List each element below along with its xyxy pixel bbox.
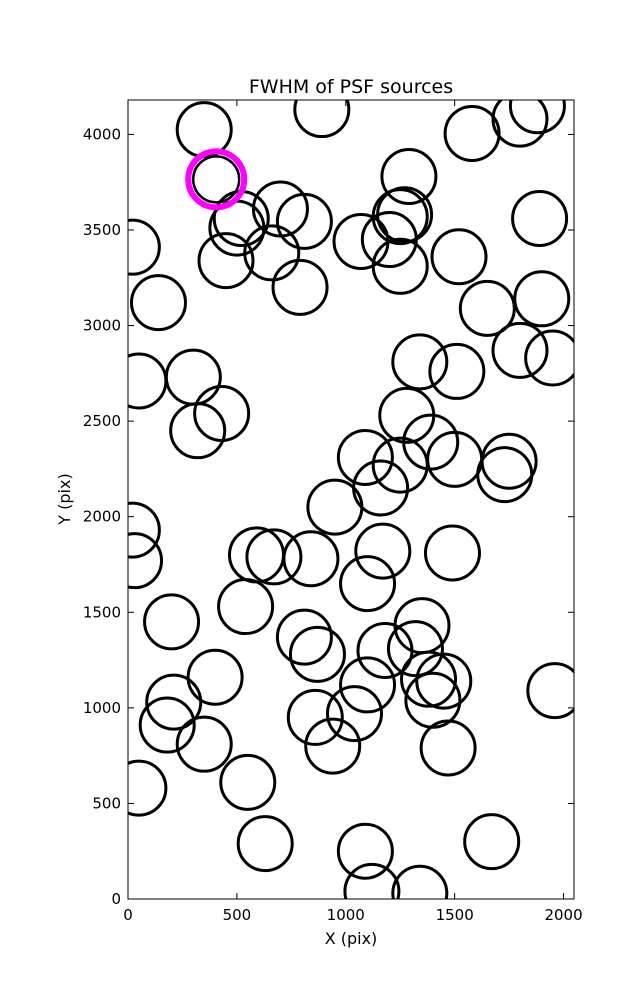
- y-tick-label: 1500: [83, 603, 121, 621]
- source-circle: [419, 719, 477, 777]
- y-axis: 0 500 1000 1500 2000 2500 3000 3500 4000: [83, 125, 574, 908]
- source-circle: [336, 822, 394, 880]
- source-circle: [128, 218, 161, 276]
- source-circle: [219, 753, 277, 811]
- y-tick-label: 4000: [83, 125, 121, 143]
- y-tick-label: 1000: [83, 699, 121, 717]
- source-circle: [491, 100, 549, 148]
- source-circle: [463, 813, 521, 871]
- source-circle: [380, 147, 438, 205]
- source-circle: [391, 333, 449, 391]
- source-circle: [339, 656, 397, 714]
- source-circle: [356, 622, 414, 680]
- y-tick-label: 2500: [83, 412, 121, 430]
- plot-frame: [127, 99, 575, 900]
- source-circle: [513, 270, 571, 328]
- source-circle: [243, 224, 301, 282]
- source-circle: [491, 321, 549, 379]
- y-tick-label: 2000: [83, 508, 121, 526]
- source-circle: [476, 446, 534, 504]
- source-circle: [128, 532, 164, 590]
- source-circle: [400, 650, 458, 708]
- source-circle: [186, 648, 244, 706]
- source-circle: [145, 673, 203, 731]
- y-tick-label: 3000: [83, 317, 121, 335]
- source-circle: [236, 815, 294, 873]
- source-circle: [286, 688, 344, 746]
- source-circle: [443, 104, 501, 162]
- source-circle: [458, 279, 516, 337]
- source-circle: [217, 578, 275, 636]
- x-tick-label: 0: [123, 906, 133, 924]
- x-axis: 0 500 1000 1500 2000: [123, 100, 583, 924]
- source-circle: [386, 620, 444, 678]
- source-circle: [169, 402, 227, 460]
- source-circle: [271, 258, 329, 316]
- source-circle: [275, 192, 333, 250]
- x-tick-label: 1500: [436, 906, 474, 924]
- x-axis-label: X (pix): [325, 929, 378, 948]
- highlighted-source-inner-circle: [191, 155, 241, 204]
- source-circle: [138, 696, 196, 754]
- source-circle: [336, 428, 394, 486]
- source-circle: [275, 608, 333, 666]
- source-circle: [325, 685, 383, 743]
- source-circle: [197, 232, 255, 290]
- source-circle: [128, 759, 168, 817]
- source-circle: [304, 717, 362, 775]
- source-circle: [282, 530, 340, 588]
- chart-title: FWHM of PSF sources: [249, 76, 453, 98]
- source-circle: [511, 190, 569, 248]
- x-tick-label: 500: [223, 906, 252, 924]
- source-circle: [524, 329, 574, 387]
- source-circle: [293, 100, 351, 139]
- y-tick-label: 0: [111, 890, 121, 908]
- highlighted-source-circle: [185, 148, 248, 211]
- source-circle: [343, 862, 401, 899]
- source-circle: [415, 652, 473, 710]
- source-circle: [423, 524, 481, 582]
- marker-layer: [128, 100, 574, 899]
- source-circle: [288, 625, 346, 683]
- y-axis-label: Y (pix): [55, 473, 74, 525]
- source-circle: [143, 593, 201, 651]
- source-circle: [354, 522, 412, 580]
- source-circle: [339, 555, 397, 613]
- source-circle: [371, 436, 429, 494]
- source-circle: [129, 274, 187, 332]
- y-tick-label: 500: [92, 794, 121, 812]
- source-circle: [508, 100, 566, 135]
- source-circle: [430, 228, 488, 286]
- source-circle: [245, 528, 303, 586]
- source-circle: [391, 864, 449, 899]
- source-circle: [128, 501, 161, 559]
- x-tick-label: 2000: [544, 906, 582, 924]
- source-circle: [306, 478, 364, 536]
- source-circle: [175, 715, 233, 773]
- source-circle: [371, 237, 429, 295]
- y-tick-label: 3500: [83, 221, 121, 239]
- source-circle: [526, 662, 574, 720]
- x-tick-label: 1000: [327, 906, 365, 924]
- source-circle: [360, 211, 418, 269]
- source-circle: [428, 342, 486, 400]
